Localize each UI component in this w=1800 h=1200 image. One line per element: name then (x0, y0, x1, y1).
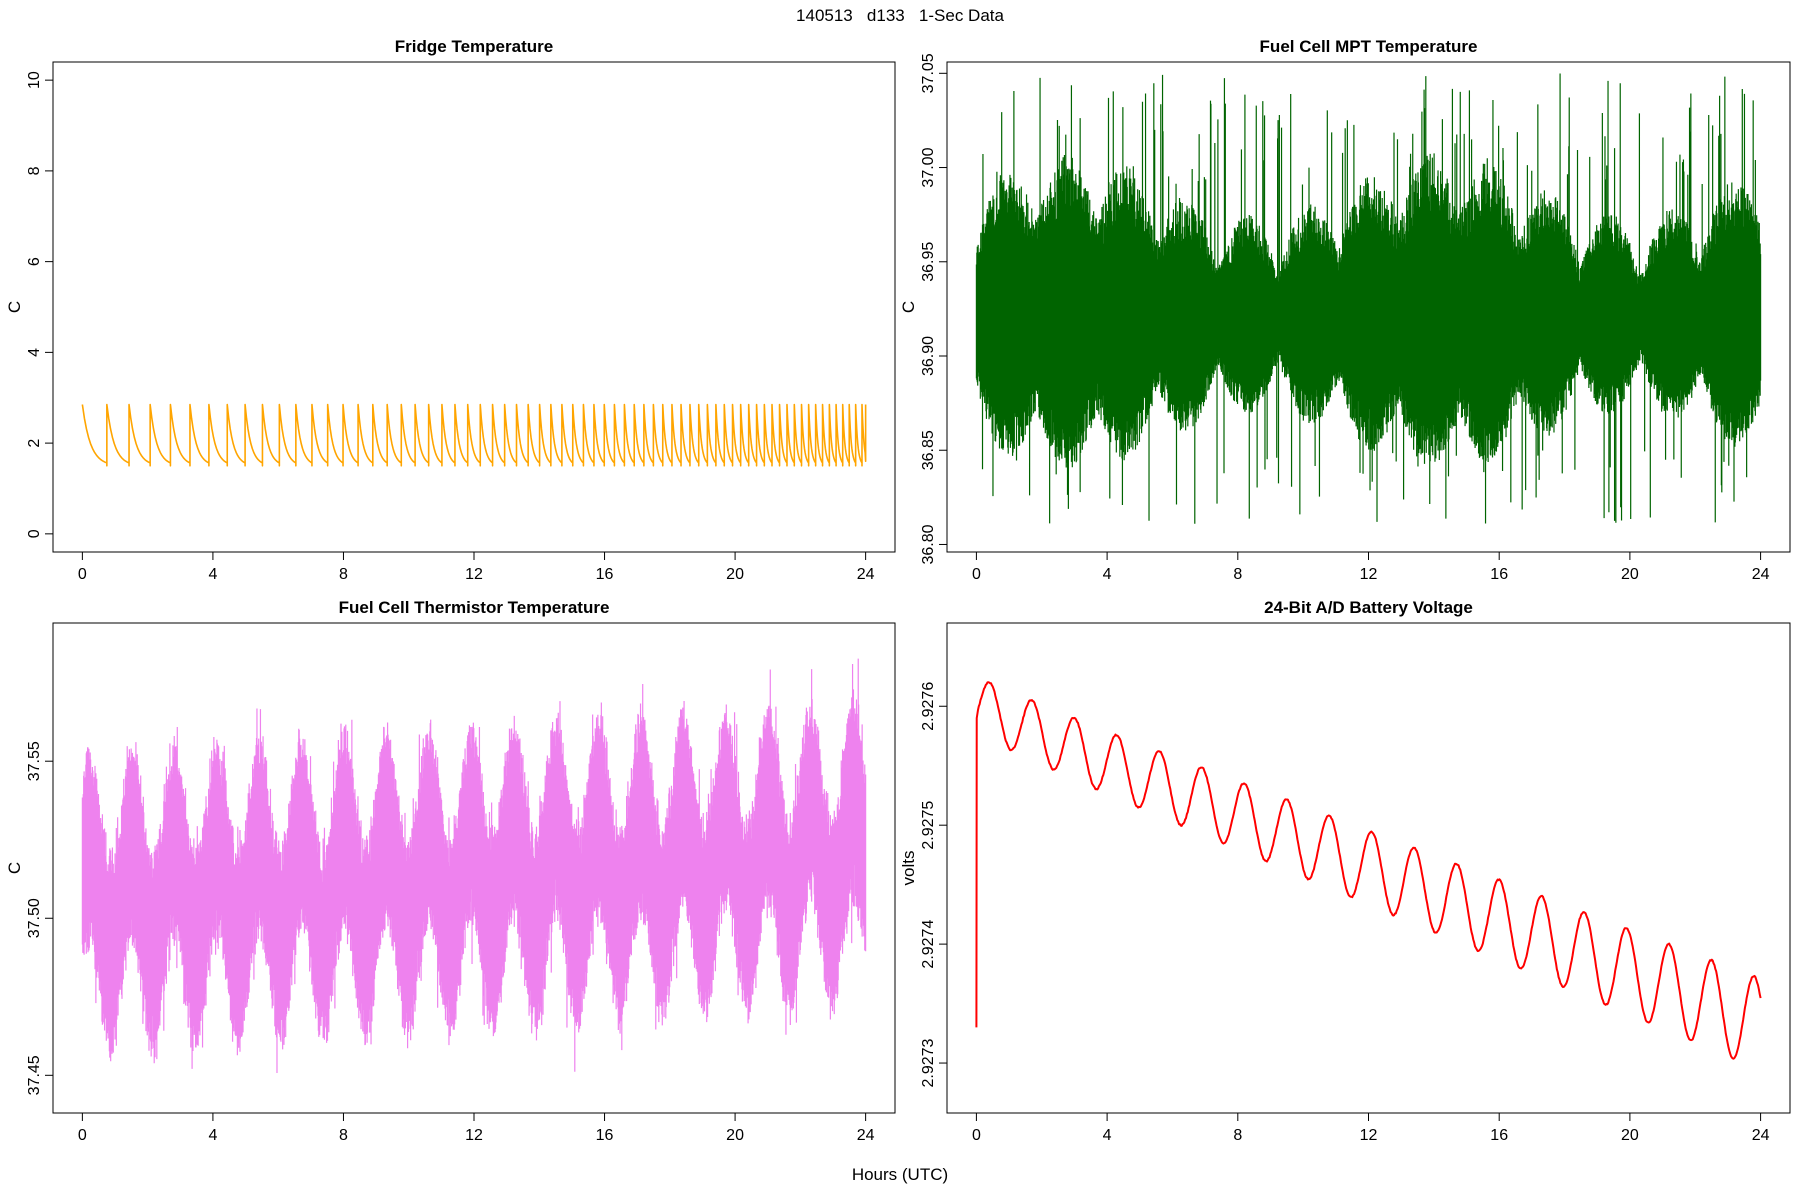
y-tick-label: 2.9274 (920, 920, 937, 969)
x-tick-label: 8 (1233, 566, 1242, 583)
battery-voltage-panel: 24-Bit A/D Battery Voltage volts 0 4 8 12 16 20… (899, 598, 1791, 1144)
x-tick-label: 24 (1752, 566, 1770, 583)
fuel-cell-mpt-temperature-panel: Fuel Cell MPT Temperature C 0 4 8 12 16 20 24 36.… (899, 37, 1791, 583)
series-line (975, 681, 1762, 1060)
x-axis-title: Hours (UTC) (851, 1165, 949, 1184)
x-tick-label: 0 (972, 1127, 981, 1144)
y-tick-label: 37.55 (26, 741, 43, 781)
x-tick-label: 0 (972, 566, 981, 583)
series-group (975, 681, 1762, 1060)
x-tick-label: 4 (1103, 1127, 1112, 1144)
y-tick-label: 36.85 (920, 430, 937, 470)
x-tick-label: 0 (78, 566, 87, 583)
x-tick-label: 12 (1360, 566, 1378, 583)
x-tick-label: 20 (1621, 566, 1639, 583)
x-tick-label: 8 (1233, 1127, 1242, 1144)
x-tick-label: 20 (1621, 1127, 1639, 1144)
x-tick-label: 0 (78, 1127, 87, 1144)
panel-title: Fuel Cell Thermistor Temperature (339, 598, 610, 617)
series-group (975, 73, 1762, 524)
page-title: 140513 d133 1-Sec Data (796, 6, 1004, 25)
y-tick-label: 36.95 (920, 242, 937, 282)
x-tick-label: 16 (1490, 1127, 1508, 1144)
x-tick-label: 8 (339, 1127, 348, 1144)
y-tick-label: 2.9275 (920, 801, 937, 850)
y-tick-label: 37.50 (26, 898, 43, 938)
y-tick-label: 6 (26, 257, 43, 266)
y-tick-label: 4 (26, 348, 43, 357)
panel-title: Fuel Cell MPT Temperature (1260, 37, 1478, 56)
y-axis-label: C (5, 301, 24, 313)
plot-frame (946, 622, 1791, 1114)
x-tick-label: 8 (339, 566, 348, 583)
y-tick-label: 0 (26, 529, 43, 538)
series-group (81, 658, 867, 1073)
panel-title: Fridge Temperature (395, 37, 553, 56)
x-tick-label: 12 (465, 1127, 483, 1144)
x-tick-label: 24 (857, 1127, 875, 1144)
y-axis-label: C (5, 862, 24, 874)
x-tick-label: 4 (208, 566, 217, 583)
y-tick-label: 36.90 (920, 336, 937, 376)
y-axis-label: C (899, 301, 918, 313)
y-tick-label: 37.00 (920, 147, 937, 187)
series-line (81, 403, 867, 467)
x-tick-label: 12 (465, 566, 483, 583)
x-tick-label: 4 (208, 1127, 217, 1144)
x-tick-label: 20 (726, 566, 744, 583)
fuel-cell-thermistor-temperature-panel: Fuel Cell Thermistor Temperature C 0 4 8 12 16… (5, 598, 896, 1144)
x-tick-label: 20 (726, 1127, 744, 1144)
x-tick-label: 4 (1103, 566, 1112, 583)
y-tick-label: 36.80 (920, 524, 937, 564)
panel-title: 24-Bit A/D Battery Voltage (1264, 598, 1473, 617)
plot-frame (52, 61, 896, 553)
x-tick-label: 16 (596, 566, 614, 583)
x-tick-label: 16 (1490, 566, 1508, 583)
y-tick-label: 2 (26, 439, 43, 448)
y-axis-label: volts (899, 851, 918, 886)
y-tick-label: 37.05 (920, 53, 937, 93)
y-tick-label: 10 (26, 71, 43, 89)
y-tick-label: 8 (26, 166, 43, 175)
x-tick-label: 24 (1752, 1127, 1770, 1144)
x-tick-label: 12 (1360, 1127, 1378, 1144)
series-group (81, 403, 867, 467)
y-tick-label: 2.9273 (920, 1038, 937, 1087)
series-band (81, 658, 867, 1073)
y-tick-label: 2.9276 (920, 682, 937, 731)
x-tick-label: 24 (857, 566, 875, 583)
series-band (975, 73, 1762, 524)
y-tick-label: 37.45 (26, 1055, 43, 1095)
x-tick-label: 16 (596, 1127, 614, 1144)
